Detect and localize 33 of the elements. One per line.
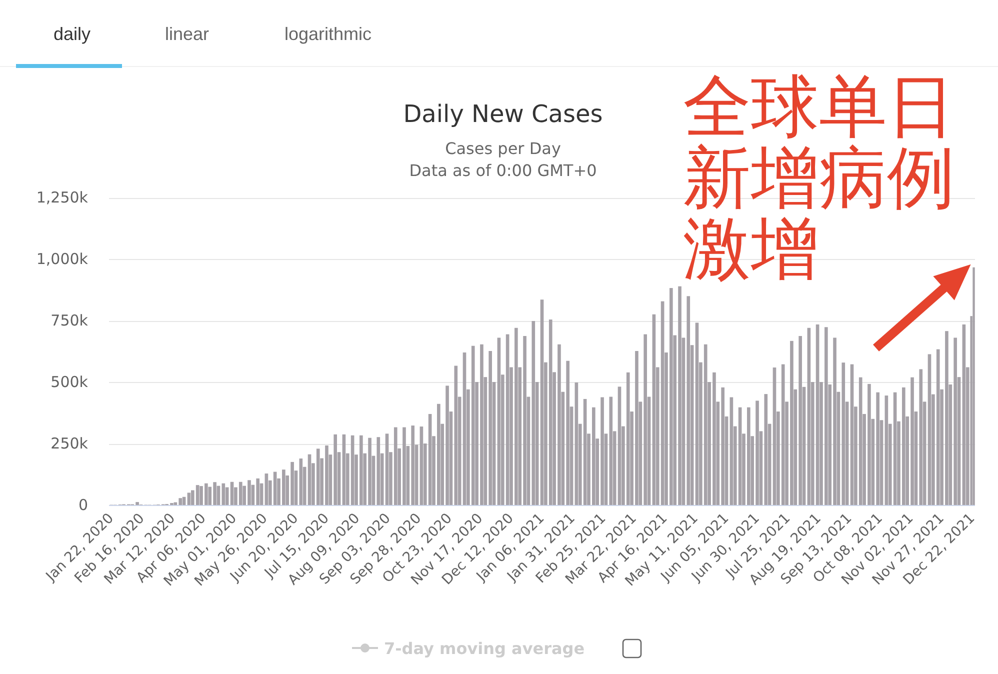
bar — [928, 354, 932, 505]
bar — [772, 367, 776, 505]
text: linear — [164, 24, 210, 44]
bar — [884, 396, 888, 505]
bar — [264, 474, 268, 505]
bar — [540, 300, 544, 505]
text: Data as of 0:00 GMT+0 — [409, 161, 597, 180]
bar — [342, 434, 346, 505]
bar — [497, 338, 501, 505]
bar — [972, 267, 975, 505]
y-tick-label: 500k — [50, 373, 88, 391]
bar — [962, 324, 966, 505]
bar — [695, 322, 699, 505]
bar — [652, 314, 656, 505]
bar — [420, 426, 424, 505]
y-tick-label: 0 — [78, 496, 88, 514]
y-tick-label: 250k — [50, 434, 88, 452]
bar — [730, 397, 734, 505]
chart-title: Daily New Cases — [403, 100, 603, 128]
annotation: 全球单日新增病例激增 — [683, 68, 956, 289]
text: logarithmic — [284, 24, 372, 44]
bar — [574, 382, 578, 505]
chart-subtitle: Cases per Day — [445, 139, 561, 158]
bar — [385, 434, 389, 505]
bar — [187, 492, 191, 505]
y-tick-label: 750k — [50, 312, 88, 330]
bar — [850, 364, 854, 505]
y-tick-label: 1,250k — [36, 188, 88, 206]
bar — [462, 352, 466, 505]
bar — [618, 386, 622, 505]
y-tick-label: 1,000k — [36, 250, 88, 268]
text: daily — [53, 24, 91, 44]
bar — [807, 328, 811, 505]
